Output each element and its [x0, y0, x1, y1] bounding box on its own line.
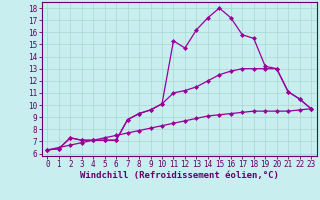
X-axis label: Windchill (Refroidissement éolien,°C): Windchill (Refroidissement éolien,°C): [80, 171, 279, 180]
